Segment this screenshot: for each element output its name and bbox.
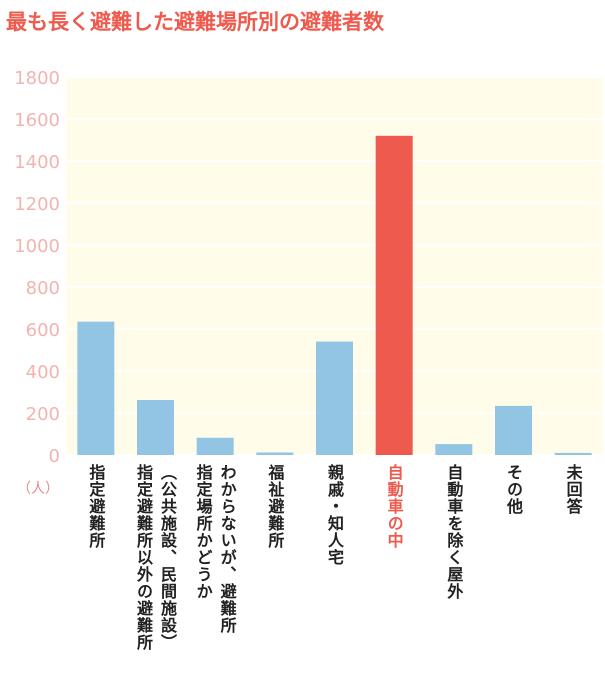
bar-6 <box>375 135 413 456</box>
category-label: 指定避難所以外の避難所 <box>134 463 154 651</box>
category-label: 未回答 <box>564 463 584 515</box>
y-tick-label: 600 <box>26 320 60 341</box>
category-label: 福祉避難所 <box>265 463 285 549</box>
y-tick-label: 0 <box>49 446 60 467</box>
y-tick-label: 1800 <box>14 68 60 89</box>
category-label: その他 <box>504 464 524 515</box>
bar-9 <box>554 452 592 455</box>
category-label: （公共施設、民間施設） <box>158 464 177 651</box>
bar-8 <box>495 405 532 455</box>
y-axis-unit-label: （人） <box>17 481 59 497</box>
bar-3 <box>196 437 234 455</box>
y-tick-label: 1400 <box>14 152 60 173</box>
y-tick-label: 1200 <box>14 194 60 215</box>
category-label: 自動車の中 <box>385 463 404 549</box>
bar-7 <box>435 444 473 455</box>
y-tick-label: 1000 <box>14 236 60 257</box>
category-label: 親戚・知人宅 <box>325 463 344 566</box>
category-label: 指定避難所 <box>86 463 106 549</box>
bar-5 <box>316 341 353 455</box>
y-tick-label: 200 <box>26 404 60 425</box>
bar-4 <box>256 452 294 455</box>
y-tick-label: 800 <box>26 278 60 299</box>
category-label: 自動車を除く屋外 <box>444 463 464 600</box>
bar-2 <box>137 399 174 455</box>
y-tick-label: 400 <box>26 362 60 383</box>
y-tick-label: 1600 <box>14 110 60 131</box>
category-label: わからないが、避難所 <box>218 464 237 634</box>
bar-1 <box>77 321 115 455</box>
chart-title: 最も長く避難した避難場所別の避難者数 <box>6 10 384 34</box>
category-label: 指定場所かどうか <box>194 463 214 600</box>
